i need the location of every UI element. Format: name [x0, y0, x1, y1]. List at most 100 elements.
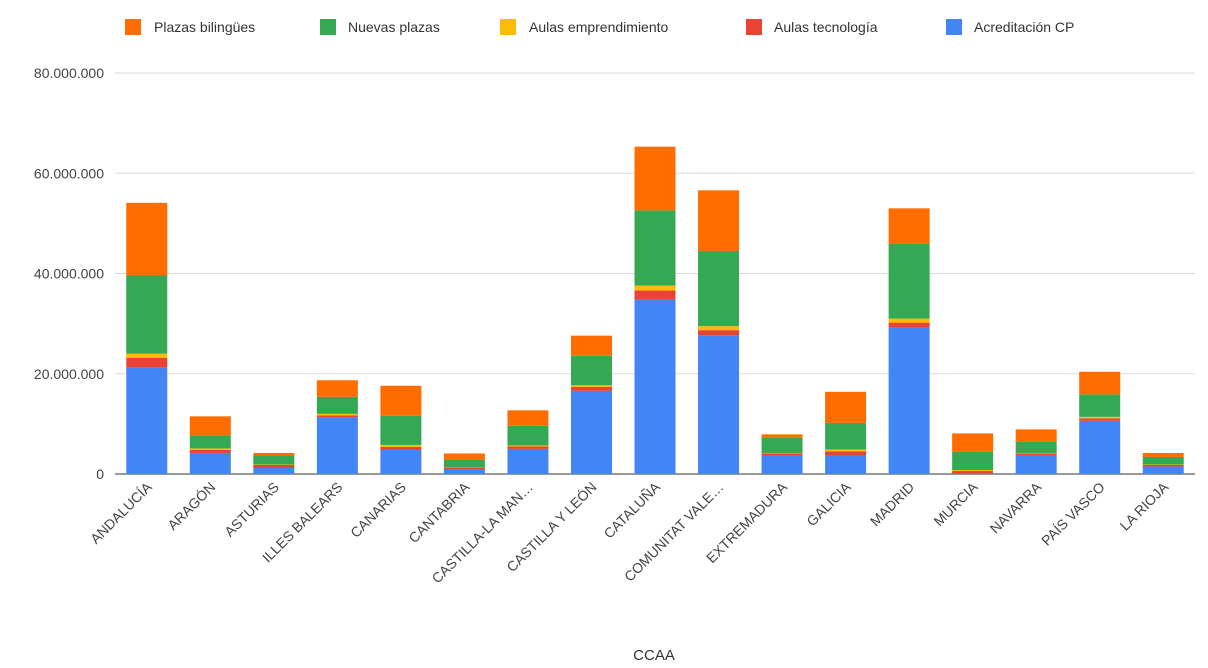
bar-segment	[634, 290, 676, 300]
bar-segment	[570, 390, 612, 474]
bar-segment	[698, 335, 740, 474]
bar-segment	[507, 448, 549, 474]
legend-swatch	[320, 19, 336, 35]
legend-label: Aulas tecnología	[774, 19, 878, 35]
bar-segment	[825, 449, 867, 452]
x-tick-label: MURCIA	[930, 478, 981, 529]
x-tick-label: ASTURIAS	[221, 479, 282, 540]
bar-segment	[761, 437, 803, 453]
bar-segment	[698, 250, 740, 327]
y-tick-label: 60.000.000	[34, 165, 104, 181]
bar-segment	[443, 468, 485, 474]
bar-segment	[1079, 371, 1121, 395]
y-axis-tick-labels: 0 20.000.000 40.000.000 60.000.000 80.000.00…	[34, 65, 104, 482]
bar-segment	[761, 452, 803, 454]
y-tick-label: 20.000.000	[34, 366, 104, 382]
legend-swatch	[500, 19, 516, 35]
bar-segment	[698, 326, 740, 331]
bar-segment	[507, 446, 549, 449]
y-tick-label: 0	[96, 466, 104, 482]
bar-segment	[253, 464, 295, 465]
bar-segment	[1015, 454, 1057, 474]
bar-segment	[698, 330, 740, 336]
x-tick-label: GALICIA	[803, 478, 854, 529]
x-tick-label: MADRID	[867, 479, 917, 529]
bar-segment	[952, 472, 994, 474]
bar-segment	[888, 243, 930, 319]
legend-swatch	[746, 19, 762, 35]
bar-segment	[126, 357, 168, 368]
bar-segment	[761, 453, 803, 456]
legend-swatch	[125, 19, 141, 35]
legend: Plazas bilingües Nuevas plazas Aulas empre…	[125, 19, 1074, 35]
bars	[126, 146, 1184, 474]
bar-segment	[189, 416, 231, 436]
bar-segment	[507, 425, 549, 446]
bar-segment	[761, 455, 803, 474]
bar-segment	[1079, 420, 1121, 474]
bar-segment	[189, 449, 231, 453]
bar-segment	[952, 470, 994, 473]
bar-segment	[634, 299, 676, 474]
bar-segment	[126, 353, 168, 358]
x-tick-label: PAÍS VASCO	[1038, 479, 1108, 549]
bar-segment	[825, 391, 867, 423]
bar-segment	[825, 455, 867, 474]
x-tick-label: NAVARRA	[987, 478, 1045, 536]
legend-label: Aulas emprendimiento	[529, 19, 669, 35]
bar-segment	[253, 467, 295, 474]
bar-segment	[1142, 464, 1184, 465]
x-tick-label: CANARIAS	[347, 479, 409, 541]
bar-segment	[1142, 452, 1184, 457]
x-tick-label: LA RIOJA	[1117, 478, 1172, 533]
bar-segment	[761, 434, 803, 438]
bar-segment	[380, 446, 422, 450]
bar-segment	[380, 415, 422, 445]
bar-segment	[888, 327, 930, 474]
legend-label: Acreditación CP	[974, 19, 1074, 35]
bar-segment	[952, 469, 994, 471]
bar-segment	[1142, 456, 1184, 465]
bar-segment	[1142, 464, 1184, 467]
bar-segment	[570, 335, 612, 356]
bar-segment	[316, 396, 358, 414]
x-tick-label: ARAGÓN	[164, 479, 218, 533]
bar-segment	[380, 385, 422, 416]
legend-label: Nuevas plazas	[348, 19, 440, 35]
bar-segment	[126, 202, 168, 276]
bar-segment	[189, 435, 231, 449]
bar-segment	[316, 380, 358, 397]
bar-segment	[888, 208, 930, 244]
bar-segment	[952, 433, 994, 452]
bar-segment	[507, 410, 549, 426]
bar-segment	[253, 464, 295, 468]
bar-segment	[698, 190, 740, 251]
bar-segment	[1015, 453, 1057, 455]
y-tick-label: 80.000.000	[34, 65, 104, 81]
bar-segment	[126, 275, 168, 354]
x-axis-title: CCAA	[633, 647, 675, 664]
legend-swatch	[946, 19, 962, 35]
bar-segment	[888, 322, 930, 328]
bar-segment	[380, 444, 422, 447]
bar-segment	[888, 318, 930, 323]
bar-segment	[443, 466, 485, 468]
bar-segment	[443, 467, 485, 469]
bar-segment	[1142, 466, 1184, 474]
x-tick-label: CANTABRIA	[405, 478, 473, 546]
bar-segment	[380, 449, 422, 474]
bar-segment	[253, 452, 295, 456]
bar-segment	[1015, 441, 1057, 453]
bar-segment	[634, 146, 676, 211]
bar-segment	[1015, 452, 1057, 454]
bar-segment	[316, 417, 358, 474]
bar-segment	[1015, 429, 1057, 442]
bar-segment	[1079, 394, 1121, 417]
bar-segment	[507, 445, 549, 447]
bar-segment	[570, 386, 612, 391]
bar-segment	[570, 355, 612, 386]
bar-segment	[443, 453, 485, 460]
bar-segment	[1079, 416, 1121, 419]
